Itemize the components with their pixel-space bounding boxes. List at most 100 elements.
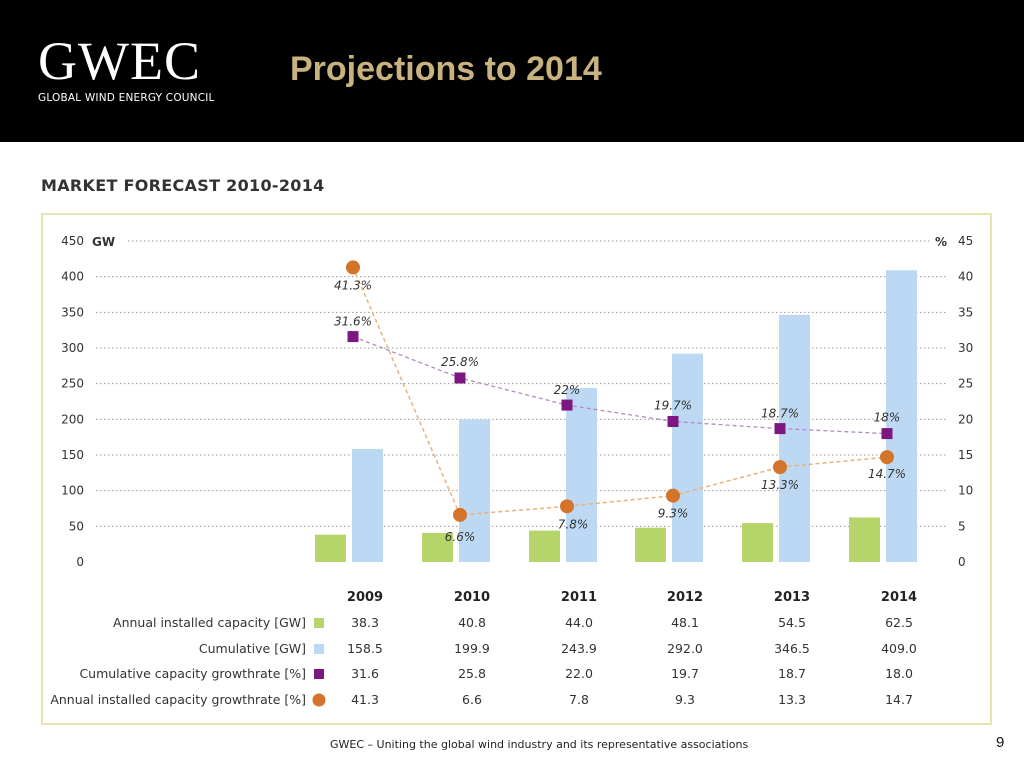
cumulative-growth-label: 22% xyxy=(554,383,581,397)
page-number: 9 xyxy=(996,734,1005,751)
year-header: 2012 xyxy=(667,590,703,605)
annual-capacity-bar xyxy=(529,530,560,562)
right-tick-label: 45 xyxy=(958,234,973,248)
year-header: 2009 xyxy=(347,590,383,605)
table-cell: 6.6 xyxy=(462,692,482,707)
table-row-label: Cumulative [GW] xyxy=(199,641,306,656)
table-cell: 31.6 xyxy=(351,666,379,681)
table-cell: 38.3 xyxy=(351,615,379,630)
table-cell: 48.1 xyxy=(671,615,699,630)
annual-capacity-bar xyxy=(315,534,346,562)
right-tick-label: 0 xyxy=(958,555,966,569)
cumulative-capacity-bar xyxy=(459,419,490,562)
left-tick-label: 150 xyxy=(61,448,84,462)
header-bar: GWEC GLOBAL WIND ENERGY COUNCIL Projecti… xyxy=(0,0,1024,142)
annual-growth-marker xyxy=(560,499,574,514)
cumulative-capacity-bar xyxy=(566,388,597,562)
legend-swatch-circle xyxy=(312,693,326,707)
table-cell: 292.0 xyxy=(667,641,703,656)
table-cell: 7.8 xyxy=(569,692,589,707)
left-tick-label: 400 xyxy=(61,270,84,284)
annual-growth-label: 13.3% xyxy=(761,478,799,492)
right-tick-label: 25 xyxy=(958,377,973,391)
table-cell: 18.0 xyxy=(885,666,913,681)
annual-growth-label: 6.6% xyxy=(445,530,476,544)
cumulative-growth-marker xyxy=(881,428,893,440)
table-row-label: Cumulative capacity growthrate [%] xyxy=(79,666,306,681)
left-tick-label: 100 xyxy=(61,484,84,498)
table-cell: 54.5 xyxy=(778,615,806,630)
footer-text: GWEC – Uniting the global wind industry … xyxy=(330,738,749,751)
cumulative-capacity-bar xyxy=(352,448,383,562)
legend-swatch-square xyxy=(314,669,324,679)
cumulative-growth-marker xyxy=(561,399,573,411)
table-cell: 9.3 xyxy=(675,692,695,707)
year-header: 2010 xyxy=(454,590,490,605)
annual-growth-marker xyxy=(880,450,894,465)
left-axis-unit: GW xyxy=(92,235,115,249)
table-cell: 13.3 xyxy=(778,692,806,707)
table-cell: 41.3 xyxy=(351,692,379,707)
annual-growth-marker xyxy=(453,507,467,522)
year-header: 2011 xyxy=(561,590,597,605)
cumulative-capacity-bar xyxy=(672,353,703,562)
right-tick-label: 5 xyxy=(958,519,966,533)
logo-mark: GWEC xyxy=(38,31,201,91)
cumulative-growth-label: 18.7% xyxy=(761,407,799,421)
left-tick-label: 50 xyxy=(69,519,84,533)
cumulative-growth-label: 31.6% xyxy=(334,315,372,329)
table-cell: 199.9 xyxy=(454,641,490,656)
left-tick-label: 200 xyxy=(61,412,84,426)
table-row-label: Annual installed capacity growthrate [%] xyxy=(50,692,306,707)
year-header: 2014 xyxy=(881,590,917,605)
annual-growth-label: 14.7% xyxy=(868,467,906,481)
cumulative-growth-label: 18% xyxy=(874,411,901,425)
table-cell: 18.7 xyxy=(778,666,806,681)
annual-capacity-bar xyxy=(742,523,773,562)
year-header: 2013 xyxy=(774,590,810,605)
cumulative-growth-label: 19.7% xyxy=(654,398,692,412)
cumulative-growth-marker xyxy=(347,331,359,343)
annual-growth-marker xyxy=(346,260,360,275)
annual-growth-label: 41.3% xyxy=(334,278,372,292)
cumulative-capacity-bar xyxy=(779,314,810,562)
cumulative-growth-label: 25.8% xyxy=(441,355,479,369)
annual-growth-label: 7.8% xyxy=(558,517,589,531)
chart-frame xyxy=(41,213,992,725)
table-row-label: Annual installed capacity [GW] xyxy=(113,615,306,630)
table-cell: 409.0 xyxy=(881,641,917,656)
table-cell: 40.8 xyxy=(458,615,486,630)
right-tick-label: 30 xyxy=(958,341,973,355)
cumulative-growth-marker xyxy=(454,372,466,384)
slide-title: Projections to 2014 xyxy=(290,50,602,88)
cumulative-growth-line xyxy=(352,335,888,435)
left-tick-label: 450 xyxy=(61,234,84,248)
cumulative-capacity-bar xyxy=(886,270,917,562)
table-cell: 243.9 xyxy=(561,641,597,656)
right-tick-label: 20 xyxy=(958,412,973,426)
logo-subtitle: GLOBAL WIND ENERGY COUNCIL xyxy=(38,92,215,104)
table-cell: 25.8 xyxy=(458,666,486,681)
annual-capacity-bar xyxy=(422,532,453,562)
table-cell: 14.7 xyxy=(885,692,913,707)
left-tick-label: 0 xyxy=(76,555,84,569)
section-title: MARKET FORECAST 2010-2014 xyxy=(41,176,325,195)
table-cell: 62.5 xyxy=(885,615,913,630)
cumulative-growth-marker xyxy=(774,423,786,435)
right-axis-unit: % xyxy=(935,235,947,249)
annual-capacity-bar xyxy=(849,517,880,562)
annual-growth-line xyxy=(352,267,888,516)
right-tick-label: 10 xyxy=(958,484,973,498)
annual-growth-marker xyxy=(773,460,787,475)
left-tick-label: 250 xyxy=(61,377,84,391)
annual-growth-label: 9.3% xyxy=(658,507,689,521)
annual-growth-marker xyxy=(666,488,680,503)
gwec-logo: GWEC GLOBAL WIND ENERGY COUNCIL xyxy=(38,34,215,104)
left-tick-label: 300 xyxy=(61,341,84,355)
right-tick-label: 35 xyxy=(958,305,973,319)
annual-capacity-bar xyxy=(635,527,666,562)
table-cell: 22.0 xyxy=(565,666,593,681)
table-cell: 346.5 xyxy=(774,641,810,656)
right-tick-label: 40 xyxy=(958,270,973,284)
table-cell: 44.0 xyxy=(565,615,593,630)
